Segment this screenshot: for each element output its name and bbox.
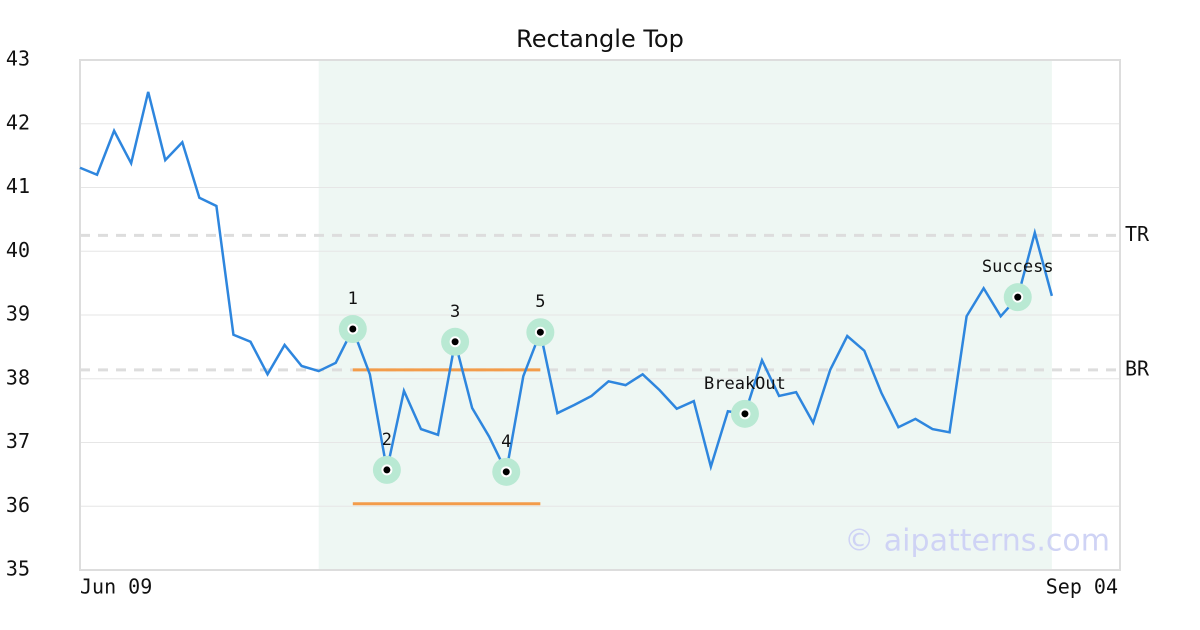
plot-border [79,59,1121,571]
y-tick-label: 38 [6,365,30,389]
y-tick-label: 35 [6,557,30,581]
annotation-label: Success [982,257,1054,277]
marker-dot [534,326,546,338]
annotation-label: 4 [501,432,511,452]
marker-dot [1012,291,1024,303]
y-tick-label: 43 [6,47,30,71]
y-tick-label: 40 [6,238,30,262]
y-tick-label: 39 [6,302,30,326]
annotation-label: 2 [382,430,392,450]
watermark: © aipatterns.com [844,524,1110,559]
marker-dot [381,464,393,476]
y-tick-label: 42 [6,110,30,134]
level-label: BR [1125,356,1150,380]
chart-title: Rectangle Top [516,25,684,53]
annotation-label: 1 [348,289,358,309]
marker-dot [739,408,751,420]
y-tick-label: 41 [6,174,30,198]
marker-dot [500,466,512,478]
level-label: TR [1125,222,1150,246]
annotation-label: BreakOut [704,374,786,394]
marker-dot [347,323,359,335]
y-tick-label: 37 [6,429,30,453]
x-tick-label: Jun 09 [80,575,152,599]
price-line [79,91,1054,476]
marker-dot [449,336,461,348]
x-tick-label: Sep 04 [1046,575,1118,599]
annotation-label: 3 [450,302,460,322]
annotation-label: 5 [535,292,545,312]
y-tick-label: 36 [6,493,30,517]
